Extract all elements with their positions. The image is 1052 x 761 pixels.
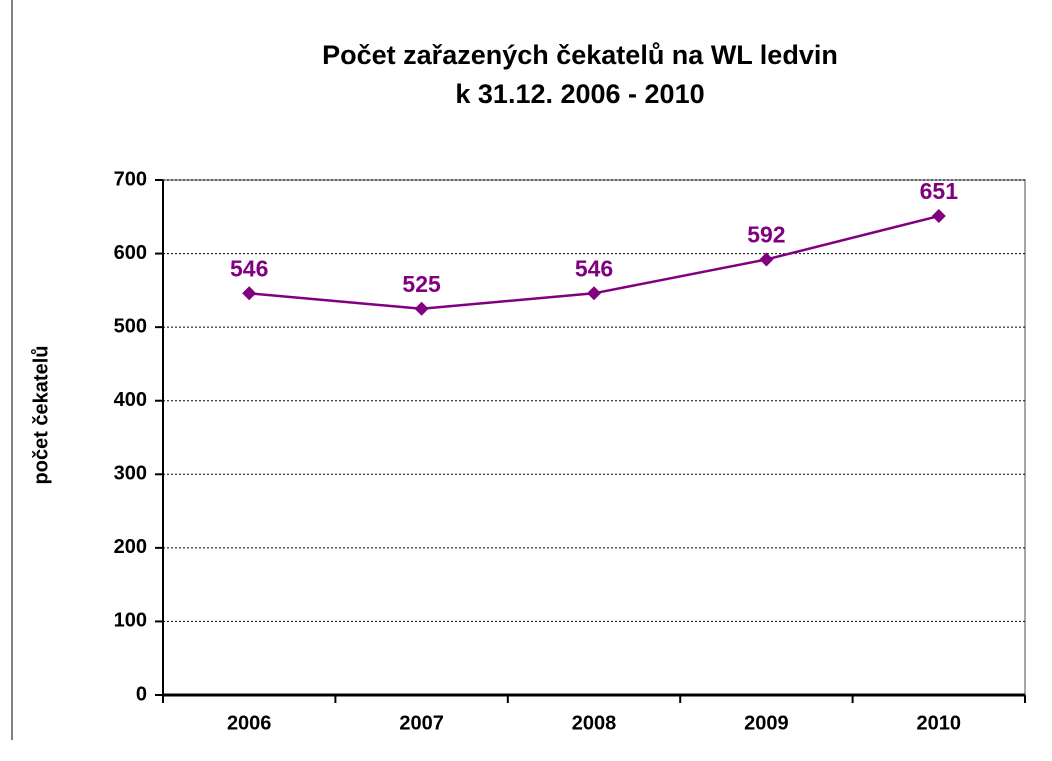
y-tick-label: 600	[114, 242, 147, 264]
data-label: 546	[230, 255, 268, 281]
y-tick-label: 300	[114, 463, 147, 485]
marker	[759, 252, 774, 267]
y-tick-label: 400	[114, 389, 147, 411]
data-label: 592	[747, 222, 785, 248]
marker	[931, 209, 946, 224]
y-tick-label: 200	[114, 536, 147, 558]
x-tick-label: 2007	[399, 712, 444, 734]
x-tick-label: 2010	[917, 712, 962, 734]
marker	[414, 301, 429, 316]
x-tick-label: 2008	[572, 712, 617, 734]
y-tick-label: 700	[114, 168, 147, 190]
x-tick-label: 2009	[744, 712, 789, 734]
chart-title: Počet zařazených čekatelů na WL ledvin	[322, 40, 838, 70]
y-axis-label: počet čekatelů	[30, 346, 52, 485]
y-tick-label: 100	[114, 610, 147, 632]
data-label: 525	[402, 271, 441, 297]
x-tick-label: 2006	[227, 712, 272, 734]
marker	[242, 286, 257, 301]
chart-title: k 31.12. 2006 - 2010	[455, 79, 704, 109]
marker	[587, 286, 601, 301]
y-tick-label: 500	[114, 315, 147, 337]
data-label: 651	[920, 178, 959, 204]
data-label: 546	[575, 255, 613, 281]
y-tick-label: 0	[136, 683, 147, 705]
